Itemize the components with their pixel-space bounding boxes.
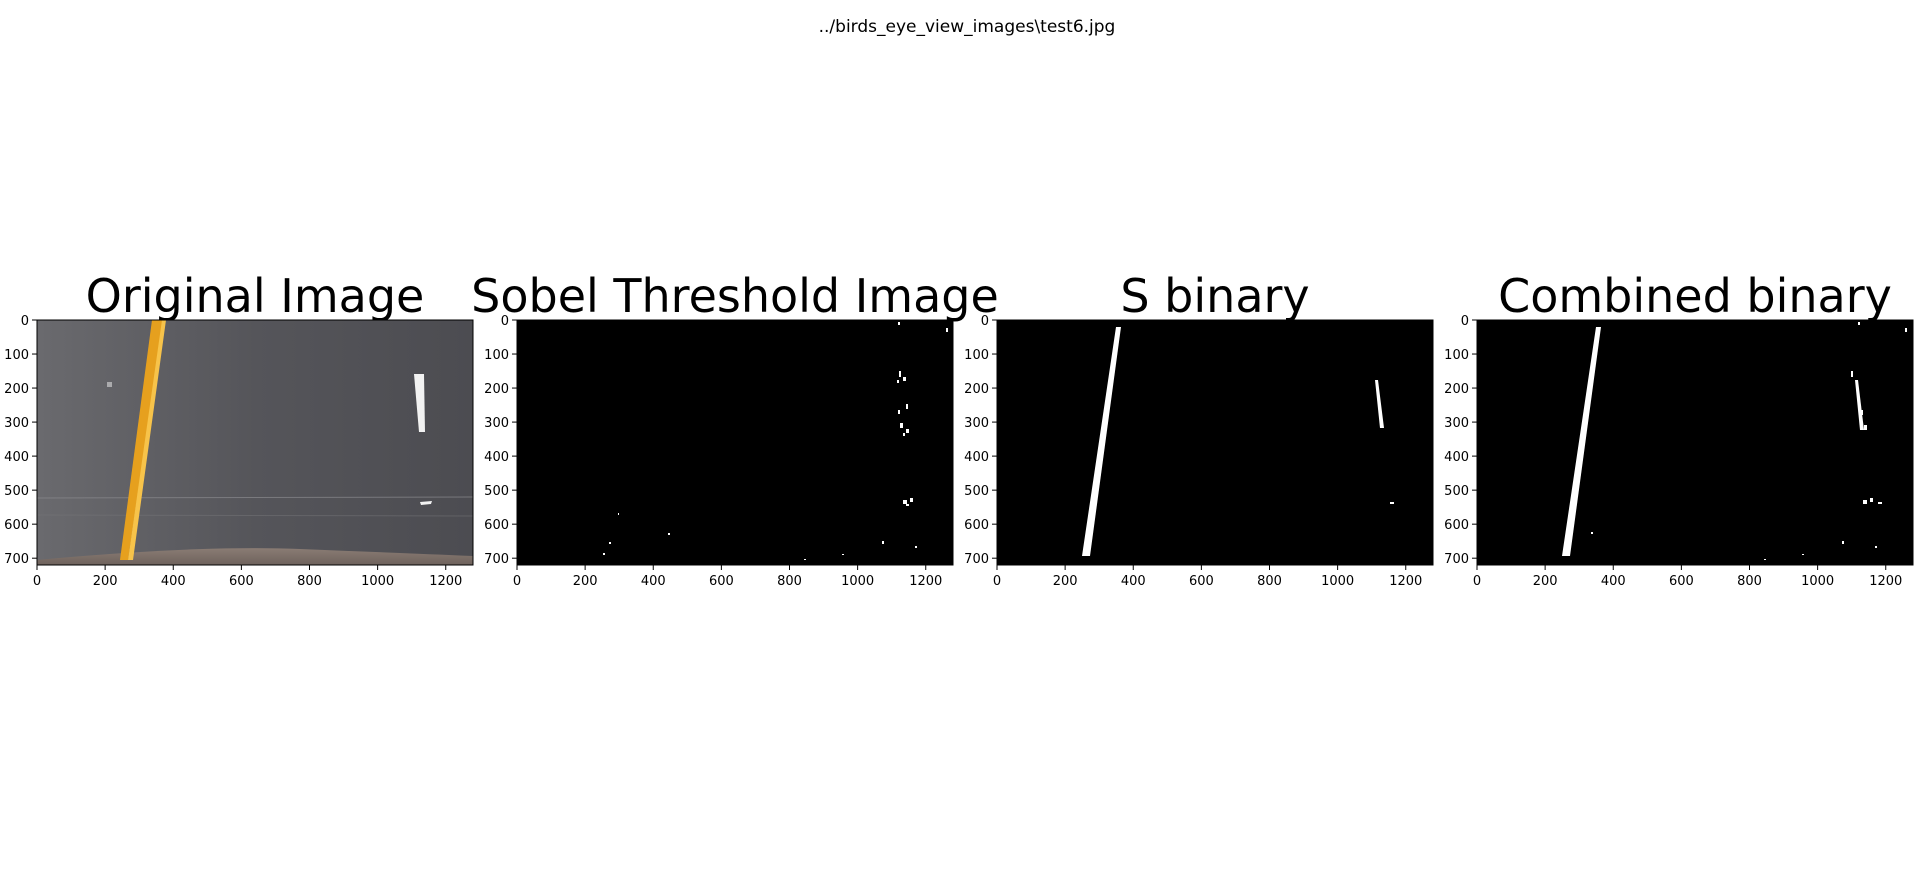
panel-combined-binary: Combined binary 0 200 400 60 [1444, 269, 1914, 589]
y-tick-label: 300 [964, 416, 989, 431]
y-tick-label: 200 [484, 382, 509, 397]
y-tick-label: 500 [964, 484, 989, 499]
y-tick-label: 200 [4, 382, 29, 397]
y-axis: 0 100 200 300 400 500 600 700 [484, 314, 517, 567]
x-tick-label: 1000 [361, 574, 394, 589]
y-tick-label: 700 [484, 552, 509, 567]
x-tick-label: 1200 [909, 574, 942, 589]
y-tick-label: 400 [964, 450, 989, 465]
x-tick-label: 1000 [1801, 574, 1834, 589]
y-tick-label: 100 [1444, 348, 1469, 363]
y-tick-label: 200 [964, 382, 989, 397]
y-axis: 0 100 200 300 400 500 600 700 [1444, 314, 1477, 567]
x-tick-label: 200 [93, 574, 118, 589]
x-axis: 0 200 400 600 800 1000 1200 [33, 565, 462, 589]
combined-binary-image [1477, 320, 1913, 565]
y-tick-label: 0 [501, 314, 509, 329]
y-axis: 0 100 200 300 400 500 600 700 [964, 314, 997, 567]
y-tick-label: 400 [4, 450, 29, 465]
x-tick-label: 800 [777, 574, 802, 589]
y-tick-label: 700 [1444, 552, 1469, 567]
y-tick-label: 600 [484, 518, 509, 533]
x-axis: 0 200 400 600 800 1000 1200 [993, 565, 1422, 589]
y-tick-label: 0 [981, 314, 989, 329]
x-tick-label: 200 [1533, 574, 1558, 589]
x-axis: 0 200 400 600 800 1000 1200 [1473, 565, 1902, 589]
y-tick-label: 0 [1461, 314, 1469, 329]
panel-title: Original Image [86, 269, 425, 323]
x-tick-label: 1000 [841, 574, 874, 589]
original-image [37, 320, 473, 565]
y-tick-label: 200 [1444, 382, 1469, 397]
y-tick-label: 700 [4, 552, 29, 567]
y-tick-label: 500 [1444, 484, 1469, 499]
panel-title: Combined binary [1498, 269, 1892, 323]
y-tick-label: 100 [484, 348, 509, 363]
x-tick-label: 0 [33, 574, 41, 589]
panel-sobel-threshold: Sobel Threshold Image [471, 269, 999, 589]
x-tick-label: 400 [1601, 574, 1626, 589]
x-tick-label: 0 [513, 574, 521, 589]
y-tick-label: 300 [1444, 416, 1469, 431]
x-tick-label: 400 [1121, 574, 1146, 589]
x-tick-label: 200 [573, 574, 598, 589]
x-tick-label: 0 [1473, 574, 1481, 589]
x-tick-label: 800 [1737, 574, 1762, 589]
x-tick-label: 800 [1257, 574, 1282, 589]
x-axis: 0 200 400 600 800 1000 1200 [513, 565, 942, 589]
y-tick-label: 400 [484, 450, 509, 465]
x-tick-label: 200 [1053, 574, 1078, 589]
x-tick-label: 1000 [1321, 574, 1354, 589]
x-tick-label: 1200 [429, 574, 462, 589]
y-tick-label: 100 [964, 348, 989, 363]
s-binary-image [997, 320, 1433, 565]
x-tick-label: 600 [709, 574, 734, 589]
y-tick-label: 700 [964, 552, 989, 567]
panel-s-binary: S binary 0 200 400 600 800 1000 1200 0 100 200 30… [964, 269, 1434, 589]
x-tick-label: 1200 [1869, 574, 1902, 589]
panel-title: Sobel Threshold Image [471, 269, 999, 323]
y-tick-label: 300 [4, 416, 29, 431]
y-tick-label: 600 [4, 518, 29, 533]
x-tick-label: 600 [1669, 574, 1694, 589]
y-axis: 0 100 200 300 400 500 600 700 [4, 314, 37, 567]
x-tick-label: 1200 [1389, 574, 1422, 589]
x-tick-label: 400 [161, 574, 186, 589]
x-tick-label: 0 [993, 574, 1001, 589]
y-tick-label: 500 [484, 484, 509, 499]
y-tick-label: 500 [4, 484, 29, 499]
x-tick-label: 600 [229, 574, 254, 589]
x-tick-label: 600 [1189, 574, 1214, 589]
x-tick-label: 400 [641, 574, 666, 589]
panel-original-image: Original Image 0 200 400 600 800 1000 1200 0 10… [4, 269, 474, 589]
figure-suptitle: ../birds_eye_view_images\test6.jpg [819, 17, 1116, 37]
sobel-binary-image [517, 320, 953, 565]
y-tick-label: 600 [964, 518, 989, 533]
y-tick-label: 400 [1444, 450, 1469, 465]
y-tick-label: 300 [484, 416, 509, 431]
y-tick-label: 100 [4, 348, 29, 363]
panel-title: S binary [1120, 269, 1309, 323]
y-tick-label: 0 [21, 314, 29, 329]
y-tick-label: 600 [1444, 518, 1469, 533]
x-tick-label: 800 [297, 574, 322, 589]
